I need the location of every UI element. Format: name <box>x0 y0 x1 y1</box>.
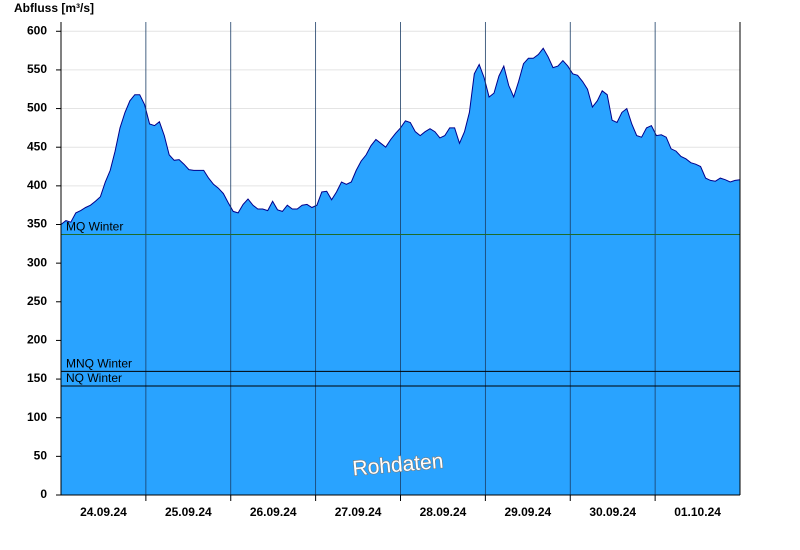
x-tick-label: 24.09.24 <box>80 505 127 519</box>
x-tick-label: 29.09.24 <box>504 505 551 519</box>
y-tick-label: 200 <box>27 333 47 347</box>
y-tick-label: 550 <box>27 62 47 76</box>
x-tick-label: 27.09.24 <box>335 505 382 519</box>
y-tick-label: 0 <box>40 487 47 501</box>
y-tick-label: 450 <box>27 139 47 153</box>
x-tick-label: 01.10.24 <box>674 505 721 519</box>
y-tick-label: 250 <box>27 294 47 308</box>
x-tick-label: 28.09.24 <box>420 505 467 519</box>
y-tick-label: 500 <box>27 101 47 115</box>
y-tick-label: 100 <box>27 410 47 424</box>
y-tick-label: 350 <box>27 217 47 231</box>
x-tick-label: 25.09.24 <box>165 505 212 519</box>
y-tick-label: 150 <box>27 371 47 385</box>
chart-title: Abfluss [m³/s] <box>14 1 94 15</box>
x-tick-label: 30.09.24 <box>589 505 636 519</box>
x-tick-label: 26.09.24 <box>250 505 297 519</box>
reference-label: MQ Winter <box>66 220 123 234</box>
y-tick-label: 50 <box>34 449 48 463</box>
y-tick-label: 400 <box>27 178 47 192</box>
y-tick-label: 600 <box>27 23 47 37</box>
y-tick-label: 300 <box>27 255 47 269</box>
reference-label: NQ Winter <box>66 371 122 385</box>
reference-label: MNQ Winter <box>66 357 132 371</box>
